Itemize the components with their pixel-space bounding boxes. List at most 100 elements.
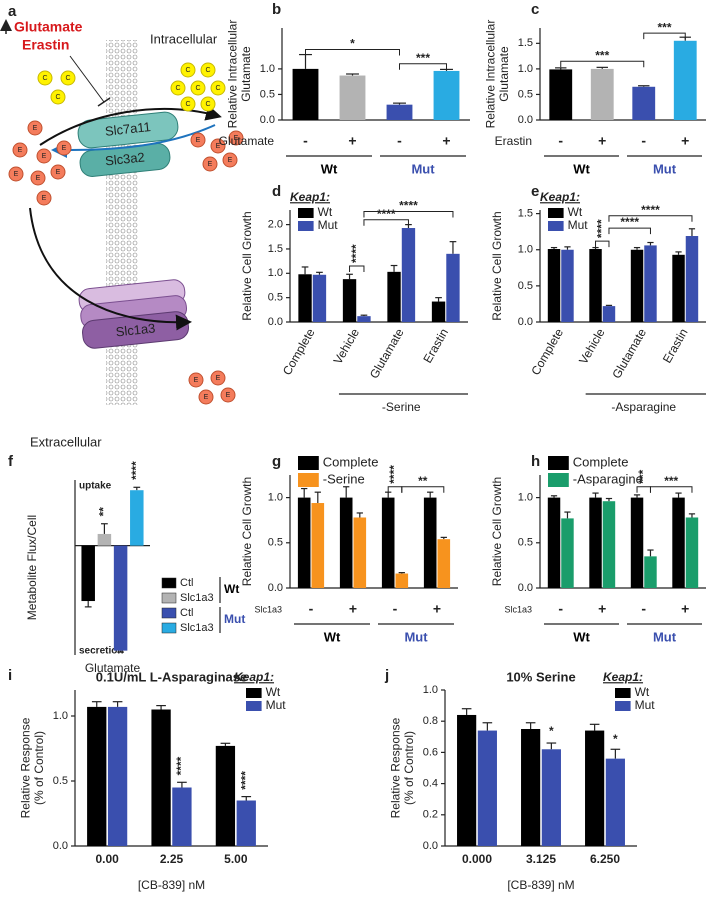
treatment-level: + [348,133,356,149]
bar [215,745,236,846]
bar [477,730,497,846]
x-tick-label: 6.250 [590,852,620,866]
y-tick-label: 1.0 [423,684,438,696]
bar [151,709,171,846]
legend-label: Ctl [180,577,193,589]
bar [561,249,574,322]
y-tick-label: 0.0 [518,114,533,126]
cystine [190,80,206,96]
cystine-label: C [185,101,190,108]
bar [130,490,144,546]
bar [446,253,460,322]
significance-bracket [608,215,693,222]
treatment-level: + [442,133,450,149]
transport-arrow [39,105,222,146]
significance: *** [664,474,678,488]
cystine-label: C [215,85,220,92]
legend-title: Keap1: [603,670,643,684]
y-tick-label: 0.5 [268,537,283,549]
legend-swatch [548,456,569,470]
y-tick-label: 0.0 [518,582,533,594]
significance-bracket [649,486,693,493]
treatment-label: Slc1a3 [504,604,532,614]
x-tick-label: Complete [528,326,566,378]
x-tick-label: Glutamate [85,661,141,675]
significance: *** [636,469,650,483]
glutamate-label: E [226,392,231,399]
cystine-label: C [175,85,180,92]
legend-label: Mut [266,698,287,712]
glutamate [210,138,226,154]
y-tick-label: 0.0 [268,316,283,328]
cystine-label: C [42,75,47,82]
significance: **** [349,244,363,263]
bar [673,40,697,120]
glutamate [198,389,214,405]
transporter [77,111,179,149]
significance: **** [174,756,188,775]
y-tick-label: 0.0 [268,582,283,594]
legend-label: Mut [318,218,339,232]
significance: **** [641,203,660,217]
bar [312,274,327,322]
y-tick-label: 0.5 [518,280,533,292]
y-tick-label: 0.5 [518,537,533,549]
y-axis-label-line: Relative Response [389,717,403,818]
significance-bracket [401,486,445,493]
transport-arrow [29,207,192,331]
legend-label: Ctl [180,607,193,619]
glutamate-label: E [18,147,23,154]
bar [431,301,446,322]
significance: **** [377,207,396,221]
panel-letter: g [272,453,281,470]
y-axis-label-line: Relative Intracellular [226,20,240,129]
treatment-label: Glutamate [219,134,275,148]
y-tick-label: 0.0 [53,840,68,852]
bar [589,497,602,588]
bar [339,497,353,588]
bar [644,245,657,322]
bar [298,274,312,322]
y-tick-label: 1.5 [268,243,283,255]
significance: **** [129,461,143,480]
x-tick-label: Glutamate [367,326,407,381]
legend-swatch [298,456,319,470]
significance: *** [657,20,671,34]
glutamate [36,190,52,206]
legend-label: Wt [266,685,281,699]
bar [387,271,401,322]
bar [113,545,128,651]
panel-letter: i [8,667,12,684]
x-axis-label: [CB-839] nM [507,878,574,892]
bar [172,787,192,846]
cystine [200,62,216,78]
glutamate-label: E [33,125,38,132]
bar [395,573,409,588]
significance: * [613,732,618,746]
legend-swatch [548,208,564,218]
x-tick-label: Vehicle [576,326,608,367]
bar [381,497,395,588]
y-axis-label-line: (% of Control) [402,731,416,805]
treatment-level: - [303,133,308,149]
group-label: -Serine [382,400,421,414]
legend-swatch [161,607,177,619]
y-tick-label: 2.0 [268,219,283,231]
panel-letter: j [384,667,389,684]
significance: **** [238,771,252,790]
treatment-level: + [681,601,689,617]
significance-bracket [305,48,400,56]
bar [602,501,616,588]
glutamate-label: E [62,145,67,152]
group-label: Wt [573,161,590,176]
bar [342,279,357,322]
treatment-level: + [433,601,441,617]
cystine-label: C [65,75,70,82]
group-label: Mut [653,161,677,176]
bar [547,249,561,322]
y-tick-label: 1.5 [518,37,533,49]
treatment-level: - [393,601,398,617]
bar [685,517,699,588]
legend-label: Wt [635,685,650,699]
